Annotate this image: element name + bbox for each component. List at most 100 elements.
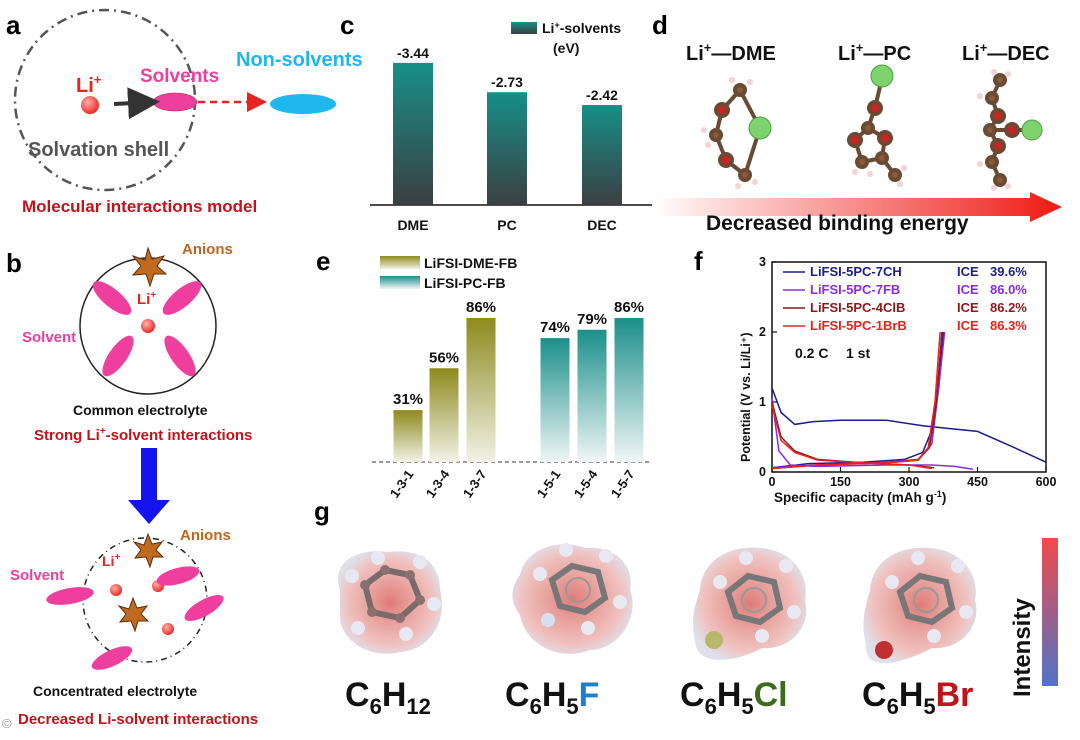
chart-f-xtick-label: 450 <box>967 475 988 489</box>
panel-letter-d: d <box>652 10 668 40</box>
chart-f-ytick-label: 1 <box>759 395 766 409</box>
chart-f-ice-value: 86.0% <box>990 282 1027 297</box>
chart-e-category-label: 1-5-1 <box>534 467 564 500</box>
panel-a: a Li+ Solvents Non-solvents Solvation sh… <box>6 8 363 216</box>
solvent-bottom-2 <box>156 566 200 586</box>
chart-c-legend-swatch <box>511 22 537 34</box>
formula-c6h5f: C6H5F <box>505 676 599 719</box>
chart-e-category-label: 1-3-1 <box>387 467 417 500</box>
chart-c-legend-label: Li+-solvents <box>542 20 621 36</box>
chart-c-category-label: DEC <box>587 217 617 233</box>
panel-e-chart: e LiFSI-DME-FB LiFSI-PC-FB 31% 1-3-1 56% 1-… <box>316 246 652 501</box>
intensity-colorbar <box>1042 538 1058 686</box>
chart-e-value-label: 86% <box>614 299 644 316</box>
chart-f-curve-discharge-LiFSI-5PC-1BrB <box>771 405 932 470</box>
chart-f-cycle-annotation: 1 st <box>846 345 870 361</box>
panel-d: d Li+—DME Li+—PC Li+—DEC <box>652 10 1062 235</box>
chart-f-ice-value: 39.6% <box>990 264 1027 279</box>
li-label: Li+ <box>76 72 102 97</box>
li-bottom-label: Li+ <box>102 552 120 569</box>
chart-e-value-label: 86% <box>466 299 496 316</box>
c6h5cl-esp-map <box>692 547 807 660</box>
formula-c6h12: C6H12 <box>345 676 431 719</box>
solvent-top-label: Solvent <box>22 329 76 346</box>
li-ion-bottom-1 <box>110 584 122 596</box>
panel-letter-f: f <box>694 246 703 276</box>
anion-star-bottom-1 <box>132 532 165 569</box>
li-top-label: Li+ <box>137 290 156 308</box>
decreased-interactions-label: Decreased Li-solvent interactions <box>18 711 258 728</box>
li-dme-molecule <box>701 77 772 189</box>
chart-f-ice-label: ICE <box>957 318 979 333</box>
non-solvents-label: Non-solvents <box>236 49 363 71</box>
solvent-bottom-4 <box>91 646 133 670</box>
chart-f-ice-label: ICE <box>957 300 979 315</box>
anion-star-bottom-2 <box>117 596 150 633</box>
panel-g: g <box>314 496 1058 719</box>
chart-c-value-label: -2.42 <box>586 87 618 103</box>
formula-c6h5br: C6H5Br <box>862 676 973 719</box>
chart-c-value-label: -2.73 <box>491 74 523 90</box>
anions-bottom-label: Anions <box>180 527 231 544</box>
chart-c-bar-pc <box>487 92 527 205</box>
c6h5br-esp-map <box>863 547 977 664</box>
chart-f-legend-label: LiFSI-5PC-7CH <box>810 264 902 279</box>
panel-b: b Anions Li+ Solvent Common electrolyte … <box>2 241 258 731</box>
c6h5f-esp-map <box>512 543 633 654</box>
chart-c-legend-unit: (eV) <box>553 40 579 56</box>
chart-f-ytick-label: 3 <box>759 255 766 269</box>
panel-letter-a: a <box>6 10 21 40</box>
solvation-shell-label: Solvation shell <box>28 139 169 161</box>
chart-e-value-label: 74% <box>540 319 570 336</box>
molecular-model-caption: Molecular interactions model <box>22 197 257 216</box>
chart-e-bar-1-3-7 <box>466 318 496 462</box>
chart-f-ytick-label: 2 <box>759 325 766 339</box>
chart-e-legend-swatch-dme <box>380 256 420 269</box>
solvent-ellipse <box>152 92 198 112</box>
anion-star-top <box>131 246 168 288</box>
chart-e-legend-dme: LiFSI-DME-FB <box>424 255 517 271</box>
chart-f-ylabel: Potential (V vs. Li/Li⁺) <box>739 332 753 462</box>
solvent-top-2 <box>162 281 202 315</box>
solvents-label: Solvents <box>140 66 219 87</box>
common-electrolyte-label: Common electrolyte <box>73 402 208 418</box>
c6h12-esp-map <box>338 551 443 654</box>
chart-e-legend-pc: LiFSI-PC-FB <box>424 275 506 291</box>
chart-f-curve-charge-LiFSI-5PC-1BrB <box>771 331 941 470</box>
mol1-label: Li+—DME <box>686 40 776 65</box>
chart-f-legend-label: LiFSI-5PC-1BrB <box>810 318 907 333</box>
binding-energy-arrow <box>652 192 1062 222</box>
chart-e-bar-1-5-1 <box>540 338 570 462</box>
chart-e-category-label: 1-3-4 <box>423 466 453 500</box>
li-dec-molecule <box>977 69 1043 191</box>
li-pc-molecule <box>847 64 907 187</box>
attraction-arrow <box>113 87 160 120</box>
solvent-bottom-3 <box>184 595 224 621</box>
chart-f-xtick-label: 300 <box>899 475 920 489</box>
non-solvent-ellipse <box>270 94 336 114</box>
chart-f-xtick-label: 0 <box>769 475 776 489</box>
chart-f-xtick-label: 150 <box>830 475 851 489</box>
panel-c-chart: c Li+-solvents (eV) -3.44 DME -2.73 PC -2.42… <box>340 10 652 233</box>
chart-f-xtick-label: 600 <box>1036 475 1057 489</box>
chart-f-rate-annotation: 0.2 C <box>795 345 828 361</box>
chart-e-value-label: 31% <box>393 391 423 408</box>
chart-f-legend-label: LiFSI-5PC-7FB <box>810 282 900 297</box>
chart-f-curve-discharge-LiFSI-5PC-7FB <box>771 398 974 470</box>
mol3-label: Li+—DEC <box>962 40 1050 65</box>
li-ion-top <box>141 319 155 333</box>
chart-e-bar-1-3-1 <box>393 410 423 462</box>
solvent-top-3 <box>102 335 134 377</box>
concentrated-electrolyte-label: Concentrated electrolyte <box>33 683 197 699</box>
panel-letter-g: g <box>314 496 330 526</box>
chart-c-category-label: DME <box>397 217 428 233</box>
strong-interactions-label: Strong Li+-solvent interactions <box>34 426 252 444</box>
chart-f-legend-label: LiFSI-5PC-4ClB <box>810 300 905 315</box>
chart-f-ice-value: 86.3% <box>990 318 1027 333</box>
chart-f-xlabel: Specific capacity (mAh g-1) <box>774 489 946 505</box>
chart-e-category-label: 1-3-7 <box>460 467 490 500</box>
chart-f-ice-label: ICE <box>957 282 979 297</box>
chart-f-curve-discharge-LiFSI-5PC-7CH <box>771 387 1047 463</box>
chart-c-bar-dme <box>393 62 433 205</box>
